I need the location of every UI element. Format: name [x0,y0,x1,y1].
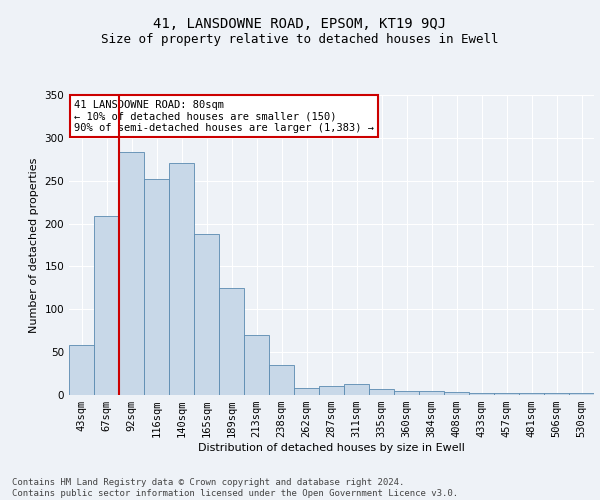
Bar [319,386,344,395]
Text: Contains HM Land Registry data © Crown copyright and database right 2024.
Contai: Contains HM Land Registry data © Crown c… [12,478,458,498]
Bar [519,394,544,395]
Text: Size of property relative to detached houses in Ewell: Size of property relative to detached ho… [101,32,499,46]
X-axis label: Distribution of detached houses by size in Ewell: Distribution of detached houses by size … [198,443,465,453]
Bar [119,152,144,395]
Bar [144,179,169,395]
Bar [294,388,319,395]
Bar [544,394,569,395]
Bar [219,288,244,395]
Bar [69,346,94,395]
Bar [494,394,519,395]
Text: 41 LANSDOWNE ROAD: 80sqm
← 10% of detached houses are smaller (150)
90% of semi-: 41 LANSDOWNE ROAD: 80sqm ← 10% of detach… [74,100,374,132]
Bar [394,390,419,395]
Bar [569,394,594,395]
Bar [369,389,394,395]
Bar [94,216,119,395]
Bar [269,365,294,395]
Bar [194,234,219,395]
Bar [419,390,444,395]
Text: 41, LANSDOWNE ROAD, EPSOM, KT19 9QJ: 41, LANSDOWNE ROAD, EPSOM, KT19 9QJ [154,18,446,32]
Bar [444,392,469,395]
Y-axis label: Number of detached properties: Number of detached properties [29,158,39,332]
Bar [169,162,194,395]
Bar [469,394,494,395]
Bar [344,384,369,395]
Bar [244,335,269,395]
